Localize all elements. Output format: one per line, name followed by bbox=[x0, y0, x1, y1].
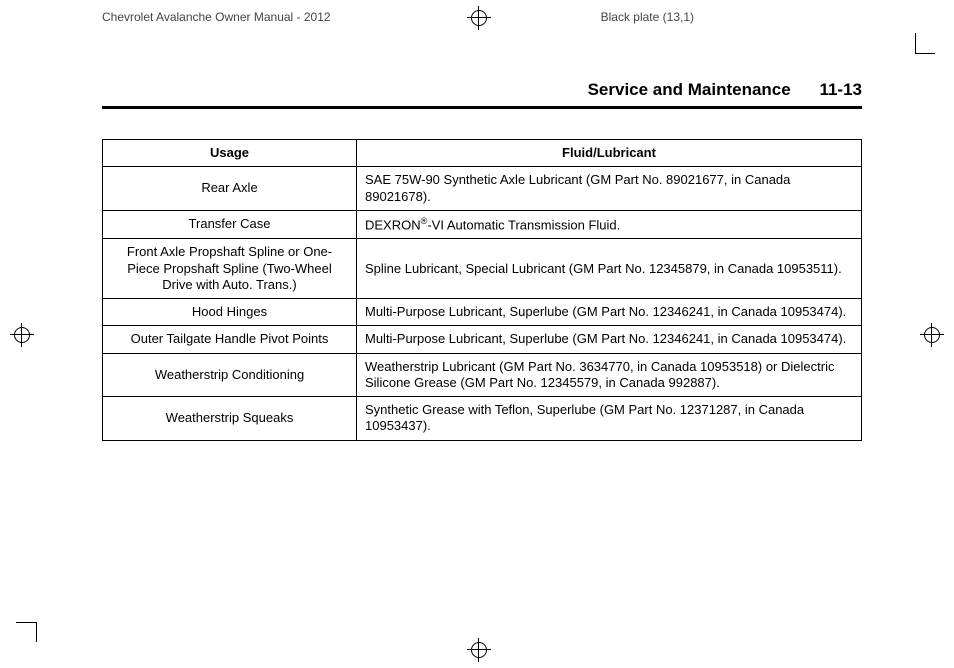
fluid-cell: SAE 75W-90 Synthetic Axle Lubricant (GM … bbox=[357, 167, 862, 211]
col-header-fluid: Fluid/Lubricant bbox=[357, 140, 862, 167]
table-row: Weatherstrip Conditioning Weatherstrip L… bbox=[103, 353, 862, 397]
table-row: Front Axle Propshaft Spline or One-Piece… bbox=[103, 239, 862, 299]
crop-mark bbox=[915, 33, 916, 53]
table-row: Weatherstrip Squeaks Synthetic Grease wi… bbox=[103, 397, 862, 441]
section-header: Service and Maintenance 11-13 bbox=[102, 80, 862, 109]
usage-cell: Weatherstrip Conditioning bbox=[103, 353, 357, 397]
fluid-text: DEXRON bbox=[365, 217, 421, 232]
table-row: Transfer Case DEXRON®-VI Automatic Trans… bbox=[103, 210, 862, 239]
fluid-cell: Synthetic Grease with Teflon, Superlube … bbox=[357, 397, 862, 441]
fluid-cell: Weatherstrip Lubricant (GM Part No. 3634… bbox=[357, 353, 862, 397]
crop-mark bbox=[16, 622, 36, 623]
registration-mark-icon bbox=[467, 638, 491, 662]
usage-cell: Front Axle Propshaft Spline or One-Piece… bbox=[103, 239, 357, 299]
registration-mark-icon bbox=[10, 323, 34, 347]
table-row: Rear Axle SAE 75W-90 Synthetic Axle Lubr… bbox=[103, 167, 862, 211]
usage-cell: Rear Axle bbox=[103, 167, 357, 211]
table-row: Hood Hinges Multi-Purpose Lubricant, Sup… bbox=[103, 299, 862, 326]
usage-cell: Transfer Case bbox=[103, 210, 357, 239]
usage-cell: Hood Hinges bbox=[103, 299, 357, 326]
page-number: 11-13 bbox=[819, 80, 862, 99]
registration-mark-icon bbox=[920, 323, 944, 347]
table-header-row: Usage Fluid/Lubricant bbox=[103, 140, 862, 167]
fluid-cell: Spline Lubricant, Special Lubricant (GM … bbox=[357, 239, 862, 299]
crop-mark bbox=[36, 622, 37, 642]
section-title: Service and Maintenance bbox=[588, 80, 791, 99]
fluid-cell: Multi-Purpose Lubricant, Superlube (GM P… bbox=[357, 299, 862, 326]
col-header-usage: Usage bbox=[103, 140, 357, 167]
fluid-cell: Multi-Purpose Lubricant, Superlube (GM P… bbox=[357, 326, 862, 353]
fluid-text: -VI Automatic Transmission Fluid. bbox=[427, 217, 620, 232]
fluid-cell: DEXRON®-VI Automatic Transmission Fluid. bbox=[357, 210, 862, 239]
table-row: Outer Tailgate Handle Pivot Points Multi… bbox=[103, 326, 862, 353]
registration-mark-icon bbox=[467, 6, 491, 30]
usage-cell: Outer Tailgate Handle Pivot Points bbox=[103, 326, 357, 353]
crop-mark bbox=[915, 53, 935, 54]
content-region: Service and Maintenance 11-13 Usage Flui… bbox=[102, 80, 862, 441]
plate-label: Black plate (13,1) bbox=[601, 10, 694, 24]
manual-title: Chevrolet Avalanche Owner Manual - 2012 bbox=[102, 10, 331, 24]
lubricant-table: Usage Fluid/Lubricant Rear Axle SAE 75W-… bbox=[102, 139, 862, 441]
usage-cell: Weatherstrip Squeaks bbox=[103, 397, 357, 441]
